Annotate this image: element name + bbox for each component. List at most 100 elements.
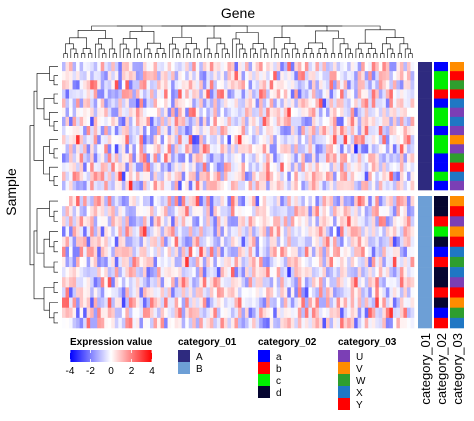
heatmap-cell [86, 297, 91, 308]
heatmap-cell [308, 216, 313, 227]
heatmap-cell [329, 277, 334, 288]
heatmap-cell [209, 126, 214, 136]
heatmap-cell [399, 196, 404, 207]
heatmap-cell [385, 144, 390, 154]
heatmap-cell [273, 246, 278, 258]
heatmap-cell [79, 126, 84, 136]
heatmap-cell [364, 246, 369, 258]
heatmap-cell [202, 162, 207, 173]
heatmap-cell [304, 317, 309, 329]
heatmap-cell [266, 62, 270, 72]
heatmap-cell [216, 62, 221, 72]
heatmap-cell [382, 277, 387, 288]
heatmap-cell [322, 144, 327, 154]
heatmap-cell [118, 89, 123, 99]
heatmap-cell [385, 135, 390, 145]
heatmap-cell [385, 287, 390, 298]
heatmap-cell [230, 287, 235, 298]
heatmap-cell [273, 180, 278, 191]
heatmap-cell [259, 246, 263, 258]
heatmap-cell [273, 171, 278, 182]
heatmap-cell [199, 80, 204, 90]
heatmap-cell [406, 297, 411, 308]
heatmap-cell [216, 153, 221, 163]
heatmap-cell [364, 107, 369, 118]
heatmap-cell [241, 287, 246, 298]
heatmap-cell [238, 144, 242, 154]
heatmap-cell [375, 216, 380, 227]
heatmap-cell [255, 162, 260, 173]
heatmap-cell [406, 180, 411, 191]
color-scale-tick-label: -4 [66, 366, 75, 377]
heatmap-cell [202, 256, 207, 268]
heatmap-cell [79, 116, 84, 127]
heatmap-cell [195, 62, 200, 72]
heatmap-cell [195, 267, 200, 278]
heatmap-cell [297, 236, 302, 248]
heatmap-cell [255, 153, 260, 163]
heatmap-cell [322, 62, 327, 72]
heatmap-cell [192, 246, 197, 258]
heatmap-cell [389, 297, 394, 308]
heatmap-cell [333, 180, 337, 191]
heatmap-cell [157, 171, 161, 182]
dendrogram-branch [162, 53, 167, 58]
heatmap-cell [245, 226, 249, 237]
heatmap-cell [280, 116, 285, 127]
heatmap-cell [142, 180, 147, 191]
heatmap-cell [146, 256, 151, 268]
heatmap-cell [76, 287, 80, 298]
heatmap-cell [273, 71, 278, 81]
heatmap-cell [107, 135, 112, 145]
heatmap-cell [83, 144, 87, 154]
heatmap-cell [290, 144, 295, 154]
heatmap-cell [142, 236, 147, 248]
heatmap-cell [234, 277, 239, 288]
heatmap-cell [347, 62, 351, 72]
heatmap-cell [227, 71, 232, 81]
heatmap-cell [79, 297, 84, 308]
heatmap-cell [185, 80, 190, 90]
heatmap-cell [65, 317, 70, 329]
heatmap-cell [62, 153, 66, 163]
heatmap-cell [262, 216, 267, 227]
dendrogram-branch [126, 53, 131, 58]
heatmap-cell [164, 98, 168, 109]
heatmap-cell [280, 62, 285, 72]
heatmap-cell [195, 80, 200, 90]
legend-label: A [196, 352, 203, 363]
heatmap-cell [399, 89, 404, 99]
heatmap-cell [273, 297, 278, 308]
heatmap-cell [329, 162, 334, 173]
heatmap-cell [371, 153, 376, 163]
heatmap-cell [378, 297, 383, 308]
heatmap-cell [118, 307, 123, 319]
heatmap-cell [76, 246, 80, 258]
heatmap-cell [118, 144, 123, 154]
heatmap-cell [276, 62, 281, 72]
heatmap-cell [62, 236, 66, 248]
heatmap-cell [273, 116, 278, 127]
heatmap-cell [216, 256, 221, 268]
heatmap-cell [354, 226, 358, 237]
heatmap-cell [128, 256, 133, 268]
heatmap-cell [403, 216, 408, 227]
heatmap-cell [65, 307, 70, 319]
heatmap-cell [276, 89, 281, 99]
heatmap-cell [153, 196, 158, 207]
heatmap-cell [238, 162, 242, 173]
heatmap-cell [178, 80, 182, 90]
heatmap-cell [128, 80, 133, 90]
heatmap-cell [100, 71, 105, 81]
heatmap-cell [241, 116, 246, 127]
heatmap-cell [93, 171, 98, 182]
heatmap-cell [202, 171, 207, 182]
annotation-cell-category_03 [450, 107, 464, 118]
heatmap-cell [213, 236, 218, 248]
heatmap-cell [245, 171, 249, 182]
heatmap-cell [329, 126, 334, 136]
heatmap-cell [111, 62, 116, 72]
heatmap-cell [287, 62, 292, 72]
heatmap-cell [336, 135, 341, 145]
heatmap-cell [164, 256, 168, 268]
